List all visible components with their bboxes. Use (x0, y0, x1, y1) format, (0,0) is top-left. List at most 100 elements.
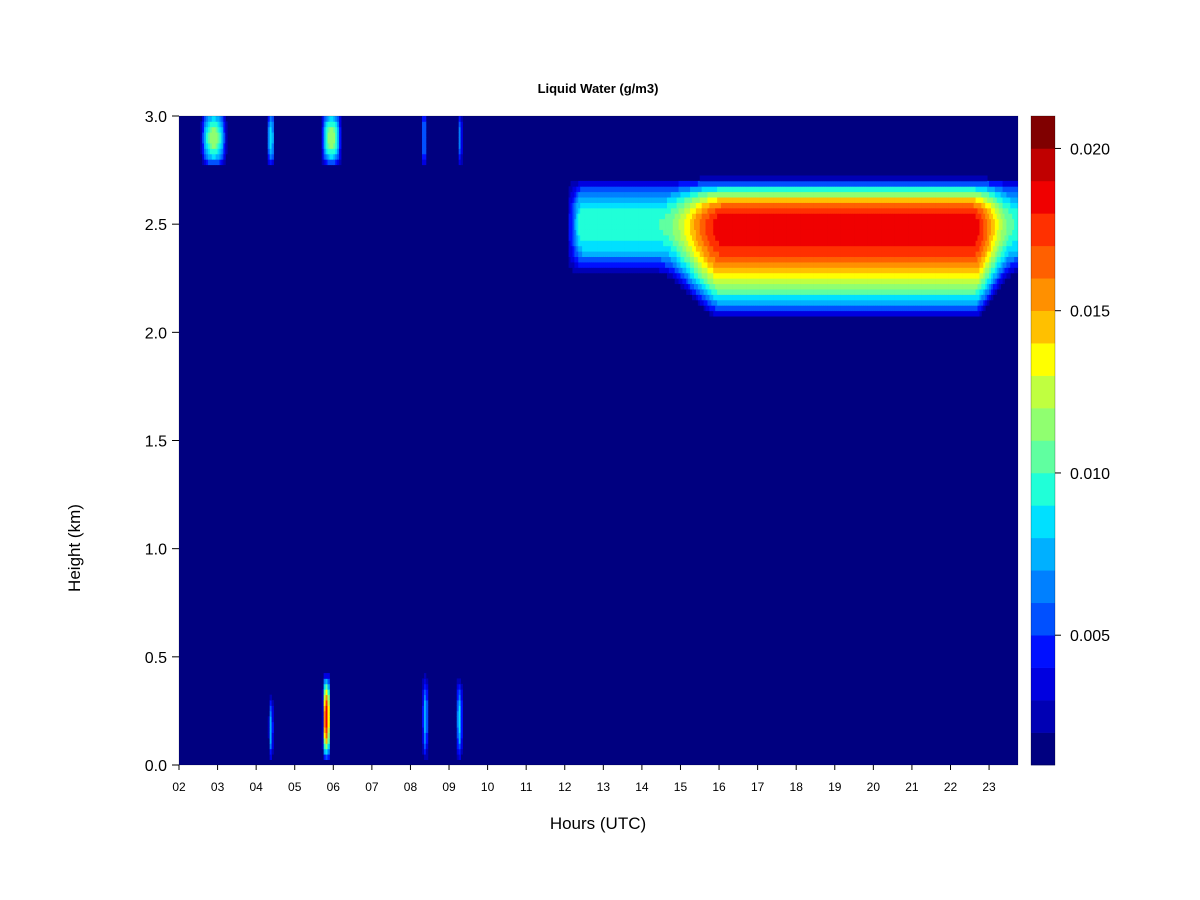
heat-cell (776, 262, 780, 268)
heat-cell (422, 737, 425, 744)
heat-cell (730, 278, 733, 285)
heat-cell (917, 224, 921, 230)
heat-cell (572, 186, 575, 193)
heat-cell (267, 716, 271, 723)
heat-cell (734, 305, 737, 312)
heat-cell (767, 213, 770, 220)
heat-cell (782, 262, 786, 268)
heat-cell (854, 234, 857, 241)
heat-cell (773, 180, 776, 187)
heat-cell (422, 137, 425, 144)
heat-cell (815, 229, 818, 236)
heat-cell (697, 229, 701, 236)
heat-cell (873, 267, 876, 274)
heat-cell (869, 299, 872, 306)
heat-cell (805, 234, 809, 241)
heat-cell (574, 202, 577, 209)
heat-cell (738, 272, 741, 279)
heat-cell (794, 289, 797, 295)
heat-cell (823, 272, 826, 279)
heat-cell (925, 272, 928, 279)
heat-cell (742, 278, 745, 285)
heat-cell (460, 748, 463, 755)
heat-cell (828, 191, 832, 198)
heat-cell (325, 132, 328, 139)
heat-cell (616, 267, 620, 274)
heat-cell (925, 191, 928, 198)
heat-cell (323, 137, 326, 144)
heat-cell (873, 213, 876, 220)
heat-cell (678, 234, 681, 241)
heat-cell (651, 251, 654, 258)
heat-cell (206, 143, 209, 149)
heat-cell (801, 310, 805, 317)
heat-cell (863, 234, 867, 241)
heat-cell (765, 202, 768, 209)
heat-cell (589, 251, 593, 258)
heat-cell (601, 218, 604, 225)
heat-cell (732, 240, 735, 247)
heat-cell (693, 256, 697, 263)
heat-cell (817, 197, 820, 203)
heat-cell (572, 197, 575, 203)
heat-cell (647, 256, 651, 263)
heat-cell (886, 310, 890, 317)
heat-cell (643, 186, 647, 193)
heat-cell (911, 186, 915, 193)
heat-cell (267, 148, 271, 155)
heat-cell (719, 186, 722, 193)
heat-cell (423, 132, 427, 139)
heat-cell (935, 299, 938, 306)
heat-cell (709, 256, 712, 263)
heat-cell (678, 267, 681, 274)
heat-cell (938, 240, 942, 247)
heat-cell (738, 267, 741, 274)
heat-cell (616, 256, 620, 263)
heat-cell (825, 251, 828, 258)
heat-cell (269, 748, 272, 755)
heat-cell (921, 202, 924, 209)
heat-cell (913, 251, 917, 258)
heat-cell (709, 207, 712, 214)
heat-cell (666, 262, 670, 268)
heat-cell (842, 240, 845, 247)
heat-cell (657, 180, 660, 187)
heat-cell (572, 267, 575, 274)
heat-cell (915, 310, 919, 317)
heat-cell (786, 240, 789, 247)
heat-cell (848, 234, 851, 241)
heat-cell (580, 251, 583, 258)
heat-cell (624, 234, 627, 241)
heat-cell (730, 283, 733, 290)
heat-cell (568, 251, 571, 258)
heat-cell (892, 310, 895, 317)
heat-cell (587, 197, 591, 203)
heat-cell (825, 213, 828, 220)
heat-cell (911, 224, 915, 230)
heat-cell (593, 202, 597, 209)
heat-cell (855, 251, 859, 258)
heat-cell (832, 262, 836, 268)
heat-cell (877, 256, 880, 263)
heat-cell (886, 267, 890, 274)
heat-cell (740, 310, 743, 317)
heat-cell (817, 229, 820, 236)
heat-cell (720, 299, 724, 306)
heat-cell (805, 240, 809, 247)
heat-cell (842, 186, 845, 193)
heat-cell (763, 186, 766, 193)
heat-cell (938, 207, 942, 214)
heat-cell (722, 234, 726, 241)
heat-cell (817, 240, 820, 247)
heat-cell (778, 272, 782, 279)
heat-cell (790, 229, 793, 236)
heat-cell (751, 294, 755, 301)
heat-cell (747, 224, 751, 230)
heat-cell (792, 294, 795, 301)
heat-cell (944, 213, 948, 220)
heat-cell (713, 180, 716, 187)
heat-cell (938, 191, 942, 198)
heat-cell (423, 748, 427, 755)
heat-cell (668, 207, 672, 214)
heat-cell (618, 191, 622, 198)
